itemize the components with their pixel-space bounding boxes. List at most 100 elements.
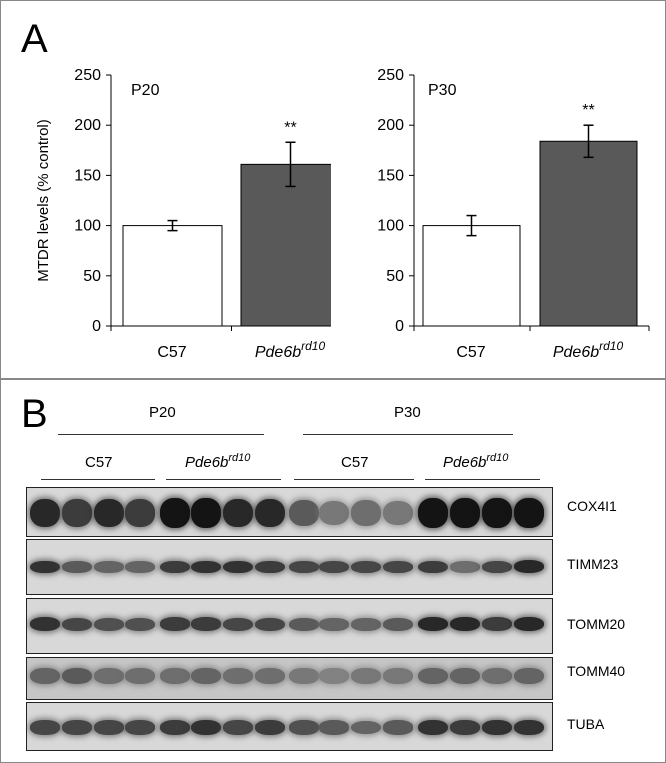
panel-a-letter: A	[21, 17, 48, 61]
blot-label-tomm20: TOMM20	[567, 616, 626, 632]
blot-band	[255, 720, 285, 735]
blot-band	[450, 498, 480, 528]
chart1-ytick-label: 250	[377, 67, 404, 84]
blot-group-p20-line	[58, 434, 264, 435]
blot-band	[62, 720, 92, 735]
blot-label-tomm40: TOMM40	[567, 663, 626, 679]
blot-band	[160, 720, 190, 735]
blot-band	[160, 668, 190, 684]
blot-band	[191, 667, 221, 685]
blot-strip-timm23	[26, 539, 553, 595]
blot-band	[514, 498, 544, 528]
blot-band	[418, 667, 448, 685]
blot-band	[62, 617, 92, 631]
blot-band	[482, 498, 512, 528]
blot-band	[319, 668, 349, 684]
blot-strip-tuba	[26, 702, 553, 751]
blot-subgroup-c57-p20: C57	[85, 454, 113, 471]
blot-band	[383, 500, 413, 526]
blot-band	[255, 498, 285, 528]
blot-band	[450, 617, 480, 632]
blot-band	[319, 560, 349, 573]
blot-band	[223, 720, 253, 735]
chart1-ytick-label: 200	[377, 117, 404, 134]
blot-band	[255, 668, 285, 684]
blot-band	[351, 500, 381, 526]
chart-p30: 0 50 100 150 200 250 P30 C57 ** Pde6brd10	[377, 67, 650, 361]
blot-strip-cox4i1	[26, 487, 553, 537]
blot-band	[30, 667, 60, 685]
chart0-title: P20	[131, 82, 160, 99]
blot-band	[223, 617, 253, 631]
blot-subgroup-rd10-p20: Pde6brd10	[185, 452, 251, 471]
blot-band	[319, 500, 349, 526]
blot-band	[223, 560, 253, 574]
chart0-ytick-label: 0	[92, 318, 101, 335]
blot-band	[289, 499, 319, 527]
panel-b: B P20 P30 C57 Pde6brd10 C57 Pde6brd10 CO…	[0, 379, 666, 763]
blot-band	[255, 560, 285, 574]
blot-band	[125, 561, 155, 573]
blot-band	[289, 560, 319, 573]
blot-band	[514, 560, 544, 574]
blot-band	[482, 719, 512, 736]
blot-group-p20: P20	[149, 404, 176, 421]
blot-band	[383, 720, 413, 735]
blot-band	[289, 668, 319, 684]
chart0-ytick-label: 50	[83, 268, 101, 285]
blot-subgroup-line-3	[294, 479, 414, 480]
blot-band	[418, 560, 448, 574]
blot-band	[351, 560, 381, 573]
chart0-bar	[240, 163, 331, 327]
blot-band	[125, 668, 155, 684]
blot-band	[191, 719, 221, 736]
blot-band	[351, 668, 381, 684]
blot-band	[450, 561, 480, 573]
panel-a: A 0 50 100 150 200 250 P20 MTDR levels (% contr…	[0, 0, 666, 379]
blot-band	[94, 498, 124, 528]
blot-band	[62, 499, 92, 527]
blot-band	[62, 560, 92, 573]
blot-band	[450, 720, 480, 735]
blot-band	[160, 498, 190, 528]
blot-strip-tomm20	[26, 598, 553, 654]
blot-band	[383, 560, 413, 573]
blot-band	[319, 720, 349, 735]
chart1-bar	[539, 140, 638, 327]
blot-band	[125, 499, 155, 527]
chart0-ytick-label: 100	[74, 218, 101, 235]
chart-p20: 0 50 100 150 200 250 P20 MTDR levels (% control…	[35, 67, 331, 361]
blot-subgroup-line-1	[41, 479, 155, 480]
blot-band	[94, 617, 124, 631]
blot-band	[125, 617, 155, 631]
blot-band	[255, 617, 285, 631]
blot-subgroup-line-4	[425, 479, 540, 480]
blot-subgroup-line-2	[166, 479, 281, 480]
chart1-category-label: C57	[456, 344, 485, 361]
panel-b-letter: B	[21, 392, 48, 436]
chart1-bar	[422, 225, 521, 327]
chart1-ytick-label: 50	[386, 268, 404, 285]
blot-strip-tomm40	[26, 657, 553, 700]
chart1-category-label: Pde6brd10	[553, 339, 624, 361]
blot-band	[351, 720, 381, 735]
blot-band	[514, 617, 544, 632]
blot-band	[383, 617, 413, 631]
chart1-ytick-label: 150	[377, 167, 404, 184]
blot-band	[319, 617, 349, 631]
chart1-title: P30	[428, 82, 457, 99]
blot-band	[160, 617, 190, 631]
chart0-category-label: Pde6brd10	[255, 339, 326, 361]
chart0-category-label: C57	[157, 344, 186, 361]
chart0-ytick-label: 200	[74, 117, 101, 134]
chart0-ytick-label: 250	[74, 67, 101, 84]
blot-band	[514, 667, 544, 685]
blot-band	[482, 560, 512, 573]
blot-label-timm23: TIMM23	[567, 556, 619, 572]
blot-band	[482, 668, 512, 684]
blot-band	[418, 719, 448, 736]
blot-band	[223, 668, 253, 684]
blot-band	[30, 617, 60, 632]
chart0-ylabel: MTDR levels (% control)	[35, 119, 52, 282]
blot-subgroup-rd10-p30: Pde6brd10	[443, 452, 509, 471]
